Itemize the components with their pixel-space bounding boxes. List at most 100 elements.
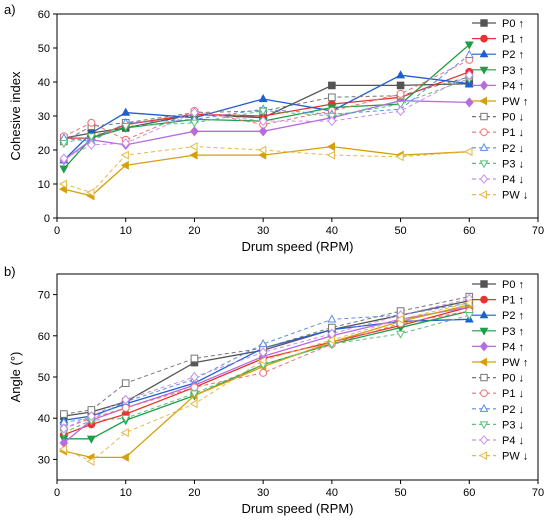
series-line (63, 300, 470, 417)
data-point (121, 379, 130, 387)
legend-marker (480, 280, 488, 288)
legend-label: PW ↓ (502, 451, 528, 463)
data-point (464, 49, 474, 58)
legend-marker (479, 160, 489, 169)
data-point (59, 140, 69, 149)
data-point (190, 371, 199, 383)
data-point (396, 70, 406, 79)
y-tick-label: 30 (38, 454, 50, 466)
y-tick-label: 60 (38, 9, 50, 21)
legend-marker (479, 190, 488, 199)
series-line (63, 304, 470, 458)
data-point (189, 142, 198, 152)
data-point (258, 107, 268, 116)
data-point (258, 339, 268, 348)
legend-label: P1 ↓ (502, 127, 524, 139)
data-point (86, 188, 95, 197)
legend-marker (479, 435, 489, 445)
plot-frame (56, 13, 539, 219)
data-point (396, 330, 406, 339)
series-10 (59, 293, 474, 434)
series-11 (58, 298, 473, 466)
data-point (396, 89, 405, 98)
cohesive-index-chart: a) 0 10 20 30 40 50 60 70 0 10 20 30 40 50 60 Drum speed… (4, 2, 544, 254)
legend-label: P0 ↑ (502, 18, 524, 30)
data-point (87, 411, 96, 422)
y-tick-label: 30 (38, 111, 50, 123)
data-point (58, 179, 68, 189)
series-line (63, 298, 470, 429)
series-4 (59, 301, 474, 448)
series-line (63, 145, 470, 197)
panel-label: b) (4, 264, 16, 279)
legend-label: P3 ↑ (502, 326, 524, 338)
y-tick-label: 70 (38, 290, 50, 302)
legend-marker (479, 142, 489, 151)
legend-label: P3 ↓ (502, 419, 524, 431)
data-point (59, 423, 69, 434)
series-line (63, 310, 470, 440)
legend-marker (479, 451, 488, 460)
legend-marker (479, 66, 489, 75)
x-tick-label: 20 (188, 225, 200, 237)
legend-label: P2 ↓ (502, 404, 524, 416)
y-tick-label: 20 (38, 145, 50, 157)
x-tick-label: 30 (257, 225, 269, 237)
data-point (328, 93, 336, 102)
y-tick-label: 50 (38, 43, 50, 55)
angle-chart: b) 0 10 20 30 40 50 60 70 30 40 50 60 70 Drum speed (R… (4, 264, 544, 516)
data-point (326, 150, 335, 160)
legend-marker (479, 96, 488, 106)
legend-marker (480, 389, 488, 398)
series-line (63, 318, 470, 421)
data-point (60, 410, 68, 418)
data-point (121, 403, 130, 412)
legend-label: P4 ↓ (502, 435, 524, 447)
x-tick-label: 30 (257, 487, 269, 499)
data-point (395, 152, 404, 162)
data-point (465, 70, 474, 81)
series-9 (59, 75, 474, 149)
data-point (395, 314, 404, 324)
legend-label: P1 ↑ (502, 34, 524, 46)
panel-label: a) (4, 2, 16, 17)
data-point (258, 145, 267, 155)
data-point (464, 298, 473, 308)
data-point (86, 435, 96, 444)
legend: P0 ↑ P1 ↑ P2 ↑ P3 ↑ P4 ↑ PW ↑ P0 ↓ P1 ↓ P2 ↓ P3 ↓… (472, 279, 528, 463)
x-tick-label: 10 (120, 487, 132, 499)
legend-label: P4 ↓ (502, 174, 524, 186)
series-line (63, 74, 470, 161)
legend-marker (479, 174, 489, 184)
legend-marker (480, 128, 488, 137)
x-tick-label: 50 (394, 487, 406, 499)
series-line (63, 302, 470, 463)
y-tick-label: 50 (38, 372, 50, 384)
y-axis-label: Cohesive index (8, 71, 23, 160)
series-line (63, 83, 470, 139)
y-tick-label: 10 (38, 179, 50, 191)
x-axis-label: Drum speed (RPM) (242, 239, 354, 254)
data-point (86, 133, 96, 142)
data-point (190, 126, 199, 137)
data-point (58, 444, 68, 454)
legend-marker (479, 80, 489, 91)
series-line (63, 302, 470, 423)
data-point (464, 41, 474, 50)
y-tick-label: 40 (38, 413, 50, 425)
data-point (465, 97, 474, 108)
series-line (63, 74, 470, 159)
legend-label: P3 ↓ (502, 158, 524, 170)
series-line (63, 59, 470, 141)
x-tick-label: 70 (532, 225, 544, 237)
data-point (120, 428, 129, 438)
legend-label: P3 ↑ (502, 65, 524, 77)
legend-label: PW ↑ (502, 96, 528, 108)
data-point (259, 368, 268, 377)
series-line (63, 296, 470, 415)
series-10 (59, 70, 474, 164)
series-line (63, 314, 470, 434)
legend-marker (479, 421, 489, 430)
data-point (87, 118, 96, 127)
